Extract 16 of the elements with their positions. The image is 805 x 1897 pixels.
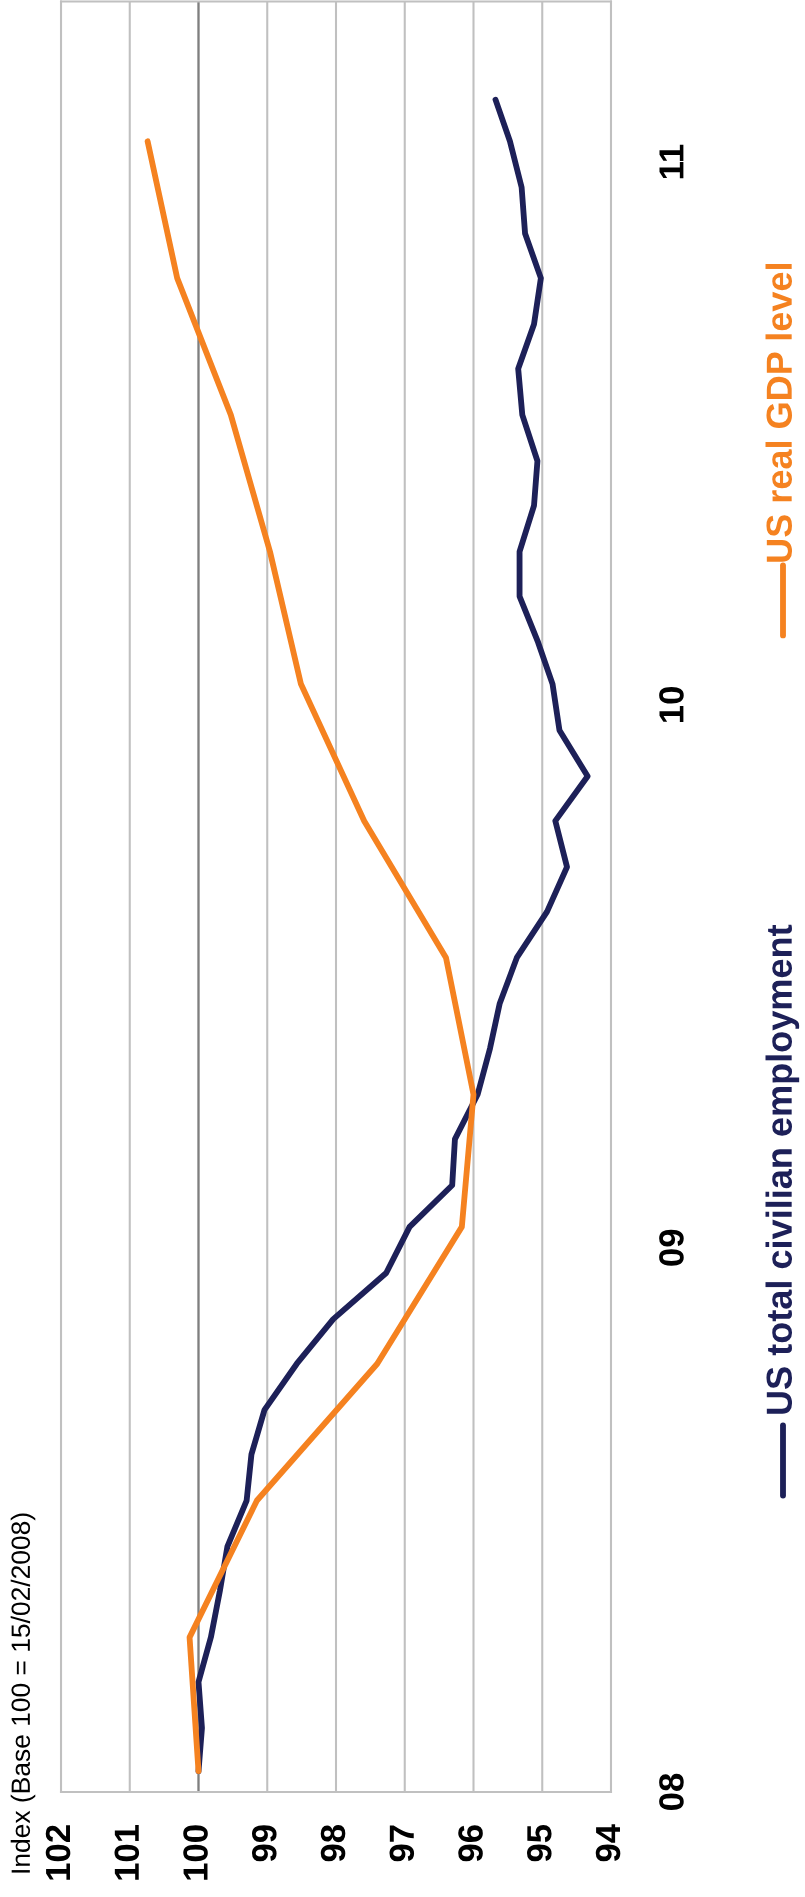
x-tick-label: 102 xyxy=(45,1825,71,1880)
x-tick-label: 96 xyxy=(458,1825,483,1862)
text: Index (Base 100 = 15/02/2008) xyxy=(10,1513,36,1873)
y-tick-label: 08 xyxy=(659,1773,684,1810)
x-tick-label: 99 xyxy=(251,1825,277,1862)
x-tick-label: 101 xyxy=(114,1824,140,1880)
y-tick-label: 11 xyxy=(659,144,684,179)
x-tick-label: 98 xyxy=(320,1825,346,1862)
x-tick-label: 94 xyxy=(595,1824,621,1862)
x-tick-label: 100 xyxy=(183,1825,208,1880)
text: US real GDP level xyxy=(765,264,793,562)
text: US total civilian employment xyxy=(765,924,800,1414)
y-tick-label: 10 xyxy=(659,687,684,723)
x-tick-label: 97 xyxy=(389,1825,415,1862)
y-tick-label: 09 xyxy=(659,1229,684,1266)
x-tick-label: 95 xyxy=(526,1824,552,1862)
